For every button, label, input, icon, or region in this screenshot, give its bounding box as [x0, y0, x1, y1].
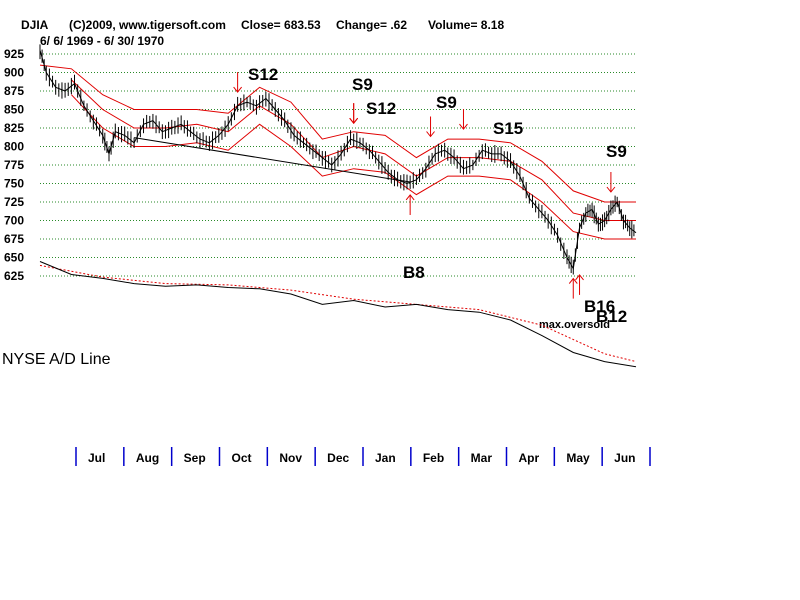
signal-label: S9	[352, 75, 373, 94]
signal-label: S12	[366, 99, 396, 118]
buy-arrow-head	[405, 194, 415, 201]
ad-line-label: NYSE A/D Line	[2, 351, 111, 368]
price-series	[39, 44, 637, 275]
y-tick-label: 775	[4, 158, 24, 172]
y-axis-ticks: 925 900 875 850 825 800 775 750 725 700 675 650 625	[4, 47, 24, 283]
ad-moving-average	[39, 264, 637, 363]
sell-arrow-head	[606, 186, 616, 193]
signal-label: B16	[584, 297, 615, 316]
y-tick-label: 800	[4, 140, 24, 154]
y-tick-label: 700	[4, 214, 24, 228]
y-tick-label: 900	[4, 66, 24, 80]
sell-arrow-head	[349, 117, 359, 124]
buy-arrow-head	[568, 277, 578, 284]
month-label: Jul	[88, 451, 105, 465]
sell-arrow-head	[426, 131, 435, 138]
trendline	[134, 137, 411, 183]
header-close: Close= 683.53	[241, 18, 321, 32]
y-tick-label: 875	[4, 84, 24, 98]
month-label: Feb	[423, 451, 444, 465]
signal-label: S9	[436, 93, 457, 112]
band-upper-line	[39, 64, 636, 203]
signal-label: B8	[403, 263, 425, 282]
month-axis: Jul Aug Sep Oct Nov Dec Jan Feb Mar Apr May Jun	[75, 447, 651, 466]
sell-arrow-head	[459, 123, 468, 130]
y-tick-label: 625	[4, 269, 24, 283]
month-label: Apr	[519, 451, 540, 465]
signal-label: B12	[596, 307, 627, 326]
month-label: Sep	[184, 451, 206, 465]
ad-line	[39, 261, 637, 368]
ad-line-panel	[39, 261, 637, 368]
support-trendline	[134, 137, 411, 183]
y-tick-label: 925	[4, 47, 24, 61]
signal-label: S12	[248, 65, 278, 84]
y-tick-label: 825	[4, 121, 24, 135]
band-middle-line	[71, 79, 636, 221]
signal-label: S15	[493, 119, 523, 138]
month-label: Mar	[471, 451, 493, 465]
header-symbol: DJIA	[21, 18, 49, 32]
month-label: May	[566, 451, 590, 465]
header-copyright: (C)2009, www.tigersoft.com	[69, 18, 226, 32]
buy-arrow-head	[575, 274, 584, 281]
header-date-range: 6/ 6/ 1969 - 6/ 30/ 1970	[40, 34, 164, 48]
sell-arrow-head	[233, 86, 243, 93]
month-label: Jun	[614, 451, 635, 465]
y-tick-label: 650	[4, 251, 24, 265]
y-tick-label: 725	[4, 195, 24, 209]
month-label: Oct	[232, 451, 252, 465]
month-label: Nov	[279, 451, 302, 465]
header-volume: Volume= 8.18	[428, 18, 504, 32]
month-label: Dec	[327, 451, 349, 465]
y-tick-label: 750	[4, 177, 24, 191]
y-tick-label: 850	[4, 103, 24, 117]
header-change: Change= .62	[336, 18, 407, 32]
signal-label: S9	[606, 142, 627, 161]
month-label: Aug	[136, 451, 159, 465]
month-label: Jan	[375, 451, 396, 465]
y-tick-label: 675	[4, 232, 24, 246]
band-lower-line	[71, 94, 636, 240]
annotation-max-oversold: max.oversold	[539, 319, 610, 331]
